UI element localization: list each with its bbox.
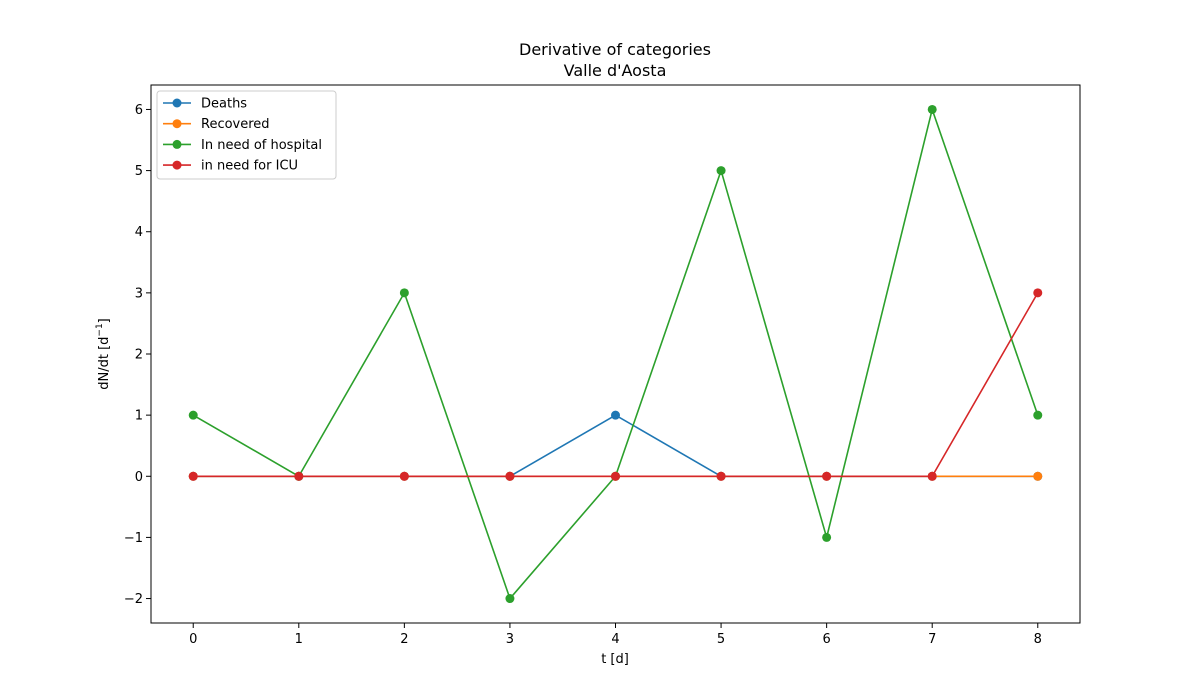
data-point xyxy=(505,594,515,604)
data-point xyxy=(188,471,198,481)
data-point xyxy=(1033,410,1043,420)
legend-item: Deaths xyxy=(163,97,247,112)
x-tick-label: 2 xyxy=(400,632,408,647)
x-axis-label: t [d] xyxy=(601,652,629,667)
data-point xyxy=(927,104,937,114)
legend-item: Recovered xyxy=(163,117,270,132)
x-tick-label: 1 xyxy=(295,632,303,647)
legend-marker xyxy=(172,160,182,170)
legend-label: Recovered xyxy=(201,117,270,132)
series-in-need-for-icu xyxy=(188,288,1043,481)
x-tick-label: 3 xyxy=(506,632,514,647)
y-tick-label: 2 xyxy=(135,348,143,363)
y-axis-label-main: dN/dt [d xyxy=(97,337,112,390)
x-tick-label: 0 xyxy=(189,632,197,647)
data-point xyxy=(1033,288,1043,298)
series-group xyxy=(188,104,1043,604)
data-point xyxy=(611,471,620,481)
data-point xyxy=(1033,471,1043,481)
y-tick-label: 3 xyxy=(135,286,143,301)
y-axis-label-suffix: ] xyxy=(97,318,112,323)
data-point xyxy=(505,471,515,481)
data-point xyxy=(927,471,937,481)
y-tick-label: 1 xyxy=(135,409,143,424)
axes: 0 1 2 3 4 5 6 7 8 −2 −1 0 1 2 3 4 5 6 xyxy=(124,84,1081,647)
legend-label: Deaths xyxy=(201,97,247,112)
y-tick-label: −1 xyxy=(124,531,143,546)
y-tick-label: 4 xyxy=(135,225,143,240)
y-tick-label: −2 xyxy=(124,592,143,607)
legend-item: in need for ICU xyxy=(163,159,298,174)
legend-item: In need of hospital xyxy=(163,138,322,153)
y-axis-label-superscript: −1 xyxy=(95,323,105,336)
data-point xyxy=(822,471,832,481)
legend-marker xyxy=(172,119,182,129)
legend: Deaths Recovered In need of hospital in nee… xyxy=(156,90,337,180)
chart-subtitle: Valle d'Aosta xyxy=(564,61,667,80)
legend-label: In need of hospital xyxy=(201,138,322,153)
data-point xyxy=(188,410,198,420)
chart-title: Derivative of categories xyxy=(519,40,711,59)
x-tick-label: 7 xyxy=(928,632,936,647)
data-point xyxy=(399,471,409,481)
data-point xyxy=(399,288,409,298)
y-tick-label: 0 xyxy=(135,470,143,485)
x-tick-label: 8 xyxy=(1034,632,1042,647)
legend-label: in need for ICU xyxy=(201,159,298,174)
x-tick-label: 5 xyxy=(717,632,725,647)
legend-box xyxy=(156,90,337,180)
data-point xyxy=(611,410,620,420)
x-tick-label: 4 xyxy=(611,632,619,647)
legend-marker xyxy=(172,98,182,108)
data-point xyxy=(716,471,726,481)
data-point xyxy=(822,532,832,542)
y-tick-label: 6 xyxy=(135,103,143,118)
data-point xyxy=(716,166,726,176)
data-point xyxy=(294,471,304,481)
x-tick-label: 6 xyxy=(822,632,830,647)
y-axis-label: dN/dt [d−1] xyxy=(95,318,112,390)
y-tick-label: 5 xyxy=(135,164,143,179)
legend-marker xyxy=(172,139,182,149)
